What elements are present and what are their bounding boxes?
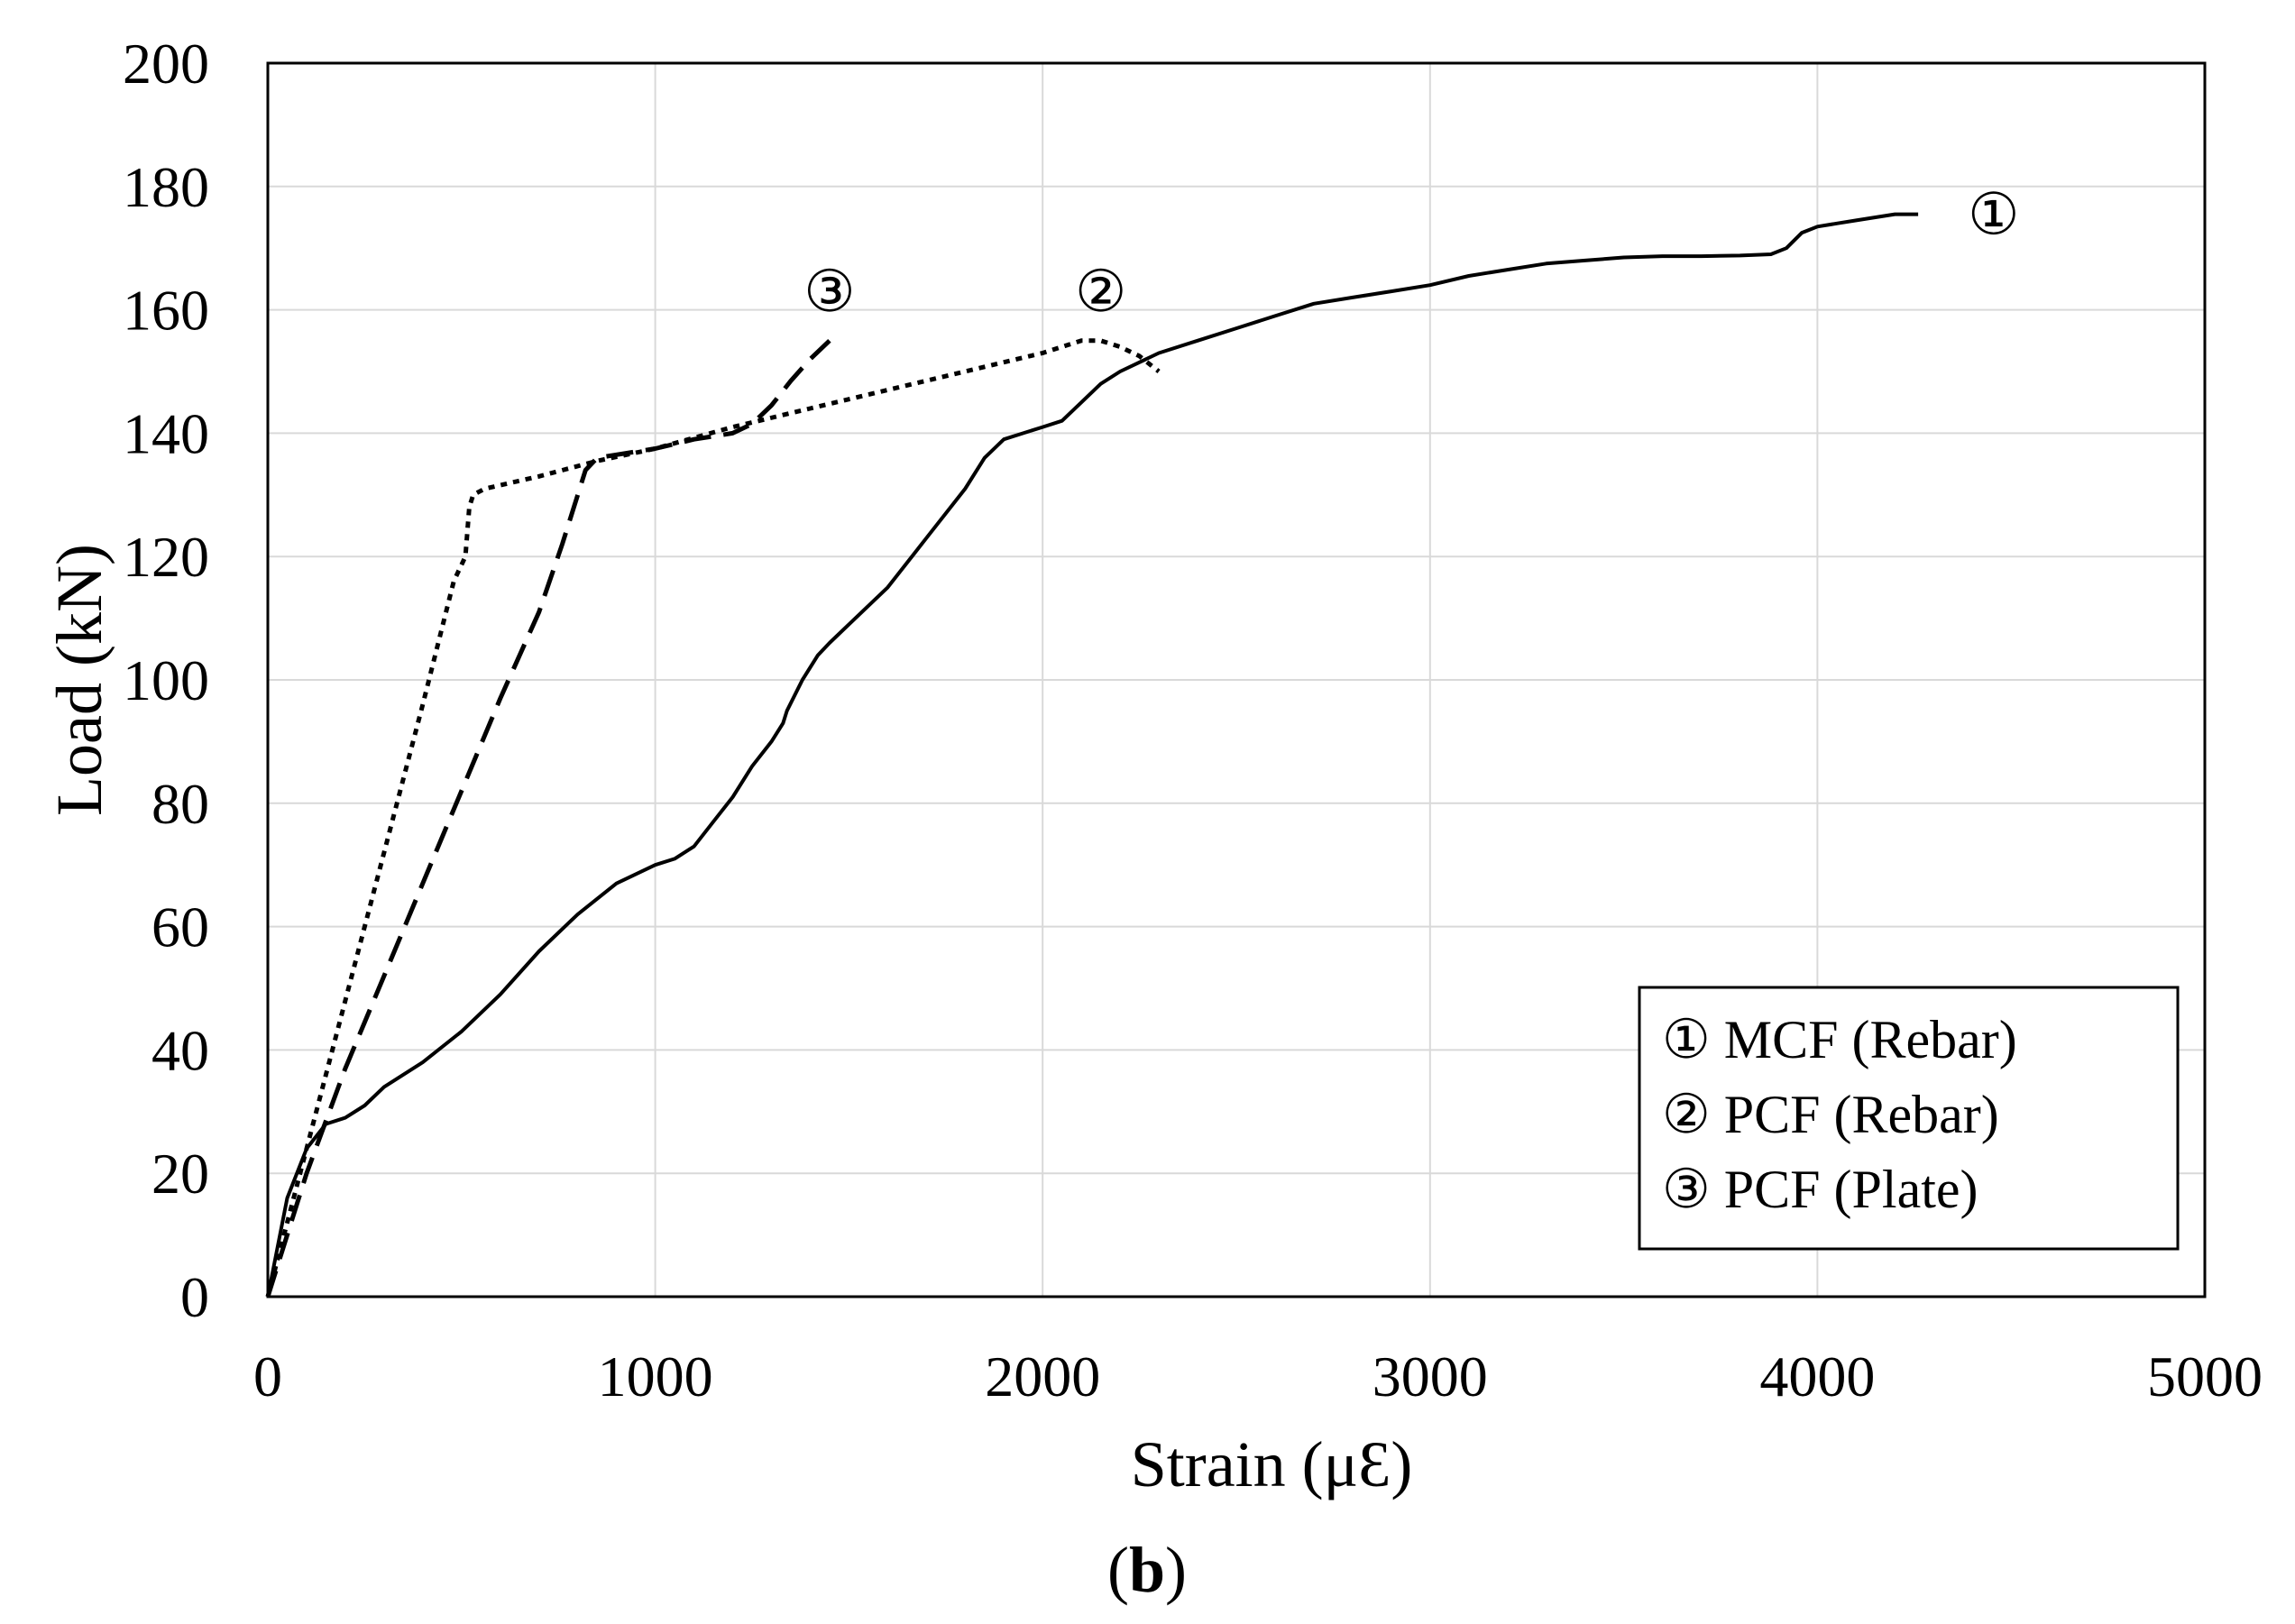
x-tick-label: 5000 bbox=[2147, 1344, 2263, 1408]
y-tick-label: 120 bbox=[123, 525, 209, 589]
series-annotation-mcf-rebar: ① bbox=[1968, 183, 2019, 247]
y-tick-label: 80 bbox=[151, 772, 209, 836]
series-annotation-pcf-rebar: ② bbox=[1075, 260, 1126, 324]
y-tick-label: 20 bbox=[151, 1142, 209, 1206]
caption-close: ) bbox=[1165, 1534, 1187, 1606]
legend-box bbox=[1638, 986, 2180, 1251]
legend-entry-pcf-plate: ③ PCF (Plate) bbox=[1662, 1160, 1978, 1219]
x-tick-label: 3000 bbox=[1372, 1344, 1488, 1408]
caption-open: ( bbox=[1107, 1534, 1129, 1606]
x-tick-label: 0 bbox=[253, 1344, 282, 1408]
y-axis-label: Load (kN) bbox=[43, 544, 115, 816]
x-tick-label: 2000 bbox=[985, 1344, 1100, 1408]
legend-entry-mcf-rebar: ① MCF (Rebar) bbox=[1662, 1010, 2017, 1069]
y-tick-label: 180 bbox=[123, 155, 209, 219]
series-line-pcf-rebar bbox=[265, 338, 1161, 1298]
legend: ① MCF (Rebar) ② PCF (Rebar) ③ PCF (Plate) bbox=[1638, 986, 2180, 1251]
x-axis-label: Strain (μƐ) bbox=[1131, 1428, 1413, 1500]
y-tick-label: 160 bbox=[123, 279, 209, 343]
caption-letter: b bbox=[1129, 1534, 1165, 1606]
y-tick-label: 200 bbox=[123, 32, 209, 96]
series-line-mcf-rebar bbox=[266, 212, 1919, 1298]
series-line-pcf-plate bbox=[265, 338, 831, 1298]
series-layer bbox=[265, 212, 1919, 1298]
y-axis: 0 20 40 60 80 100 120 140 160 180 200 bbox=[123, 32, 209, 1329]
legend-entry-pcf-rebar: ② PCF (Rebar) bbox=[1662, 1085, 1999, 1144]
x-axis: 0 1000 2000 3000 4000 5000 bbox=[253, 1344, 2263, 1408]
y-tick-label: 0 bbox=[180, 1265, 209, 1329]
plot-frame bbox=[266, 61, 2207, 1298]
series-annotation-pcf-plate: ③ bbox=[803, 260, 855, 324]
x-tick-label: 4000 bbox=[1759, 1344, 1875, 1408]
x-tick-label: 1000 bbox=[598, 1344, 713, 1408]
curve-annotations: ① ② ③ bbox=[803, 183, 2019, 325]
y-tick-label: 100 bbox=[123, 648, 209, 712]
y-tick-label: 40 bbox=[151, 1018, 209, 1082]
y-tick-label: 60 bbox=[151, 895, 209, 959]
figure-caption: (b) bbox=[1107, 1534, 1187, 1606]
y-tick-label: 140 bbox=[123, 401, 209, 465]
